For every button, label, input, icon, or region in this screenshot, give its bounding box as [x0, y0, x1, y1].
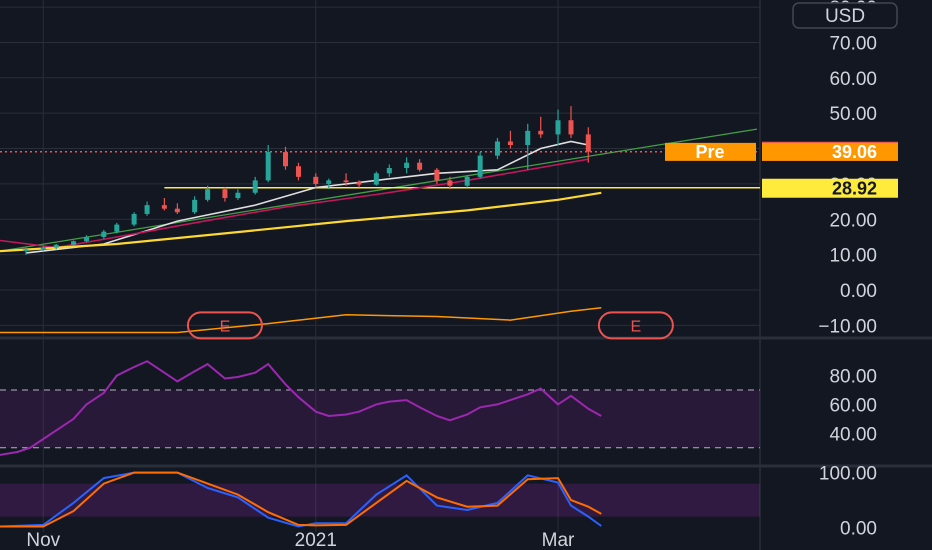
candle-body	[447, 180, 453, 186]
candle-body	[192, 199, 198, 213]
candle-body	[265, 152, 271, 181]
price-tick-label: 50.00	[829, 104, 877, 125]
candle-body	[356, 182, 362, 185]
price-tick-label: 70.00	[829, 33, 877, 54]
candle-body	[434, 169, 440, 181]
currency-label: USD	[825, 6, 865, 27]
price-tick-label: 0.00	[840, 281, 877, 302]
x-axis-label: Nov	[26, 530, 60, 550]
candle-body	[205, 189, 211, 200]
candle-body	[131, 213, 137, 225]
level-value: 28.92	[832, 179, 877, 199]
rsi-tick-label: 80.00	[829, 367, 877, 388]
candle-body	[326, 180, 332, 184]
x-axis-label: Mar	[542, 530, 575, 550]
candle-body	[252, 180, 258, 193]
earnings-marker-0	[186, 311, 263, 340]
pre-market-label: Pre	[695, 142, 724, 162]
rsi-layer	[0, 360, 760, 456]
candle-body	[71, 241, 77, 245]
stoch-tick-label: 0.00	[840, 519, 877, 540]
pre-market-tag	[762, 142, 898, 161]
candle-body	[386, 168, 392, 174]
candle-body	[373, 173, 379, 185]
candle-body	[464, 176, 470, 186]
stoch-tick-label: 100.00	[819, 464, 877, 485]
price-tick-label: 60.00	[829, 69, 877, 90]
rsi-band-fill	[0, 390, 760, 448]
candle-body	[144, 205, 150, 214]
earnings-marker-label: E	[220, 318, 231, 335]
candle-body	[343, 180, 349, 183]
pre-market-label-box	[665, 142, 756, 161]
candle-body	[40, 247, 46, 250]
rsi-line-0	[0, 360, 602, 456]
earnings-marker-label: E	[631, 318, 642, 335]
rsi-tick-label: 40.00	[829, 424, 877, 445]
candle-body	[23, 249, 29, 252]
price-tick-label: 10.00	[829, 246, 877, 267]
candle-body	[174, 208, 180, 213]
volume-ma-line	[0, 306, 602, 334]
candle-body	[585, 134, 591, 152]
pre-market-value: 39.06	[832, 142, 877, 162]
candle-body	[313, 176, 319, 184]
trend-line	[0, 128, 758, 252]
earnings-marker-1	[597, 311, 674, 340]
candle-body	[555, 120, 561, 135]
price-tick-label: −10.00	[818, 316, 877, 337]
moving-average-2	[0, 191, 602, 253]
currency-button[interactable]: USD	[792, 2, 898, 29]
candle-body	[222, 189, 228, 199]
stoch-layer	[0, 471, 760, 528]
x-axis-label: 2021	[295, 530, 337, 550]
candle-body	[84, 236, 90, 242]
candle-body	[295, 166, 301, 177]
candle-body	[101, 231, 107, 237]
moving-average-1	[0, 158, 589, 249]
candle-body	[538, 130, 544, 135]
candle-body	[417, 162, 423, 170]
candle-body	[282, 152, 288, 167]
volume-layer	[0, 306, 602, 334]
price-tick-label: 20.00	[829, 210, 877, 231]
candle-body	[161, 205, 167, 209]
level-tag	[762, 178, 898, 198]
rsi-tick-label: 60.00	[829, 395, 877, 416]
candle-body	[568, 120, 574, 135]
candle-body	[235, 192, 241, 199]
candle-body	[114, 224, 120, 232]
moving-average-0	[25, 140, 589, 254]
candle-body	[404, 162, 410, 168]
candle-body	[53, 244, 59, 248]
candle-body	[507, 141, 513, 146]
candle-body	[494, 141, 500, 156]
stoch-line-1	[0, 471, 602, 528]
candle-body	[525, 130, 531, 146]
candle-body	[477, 155, 483, 177]
